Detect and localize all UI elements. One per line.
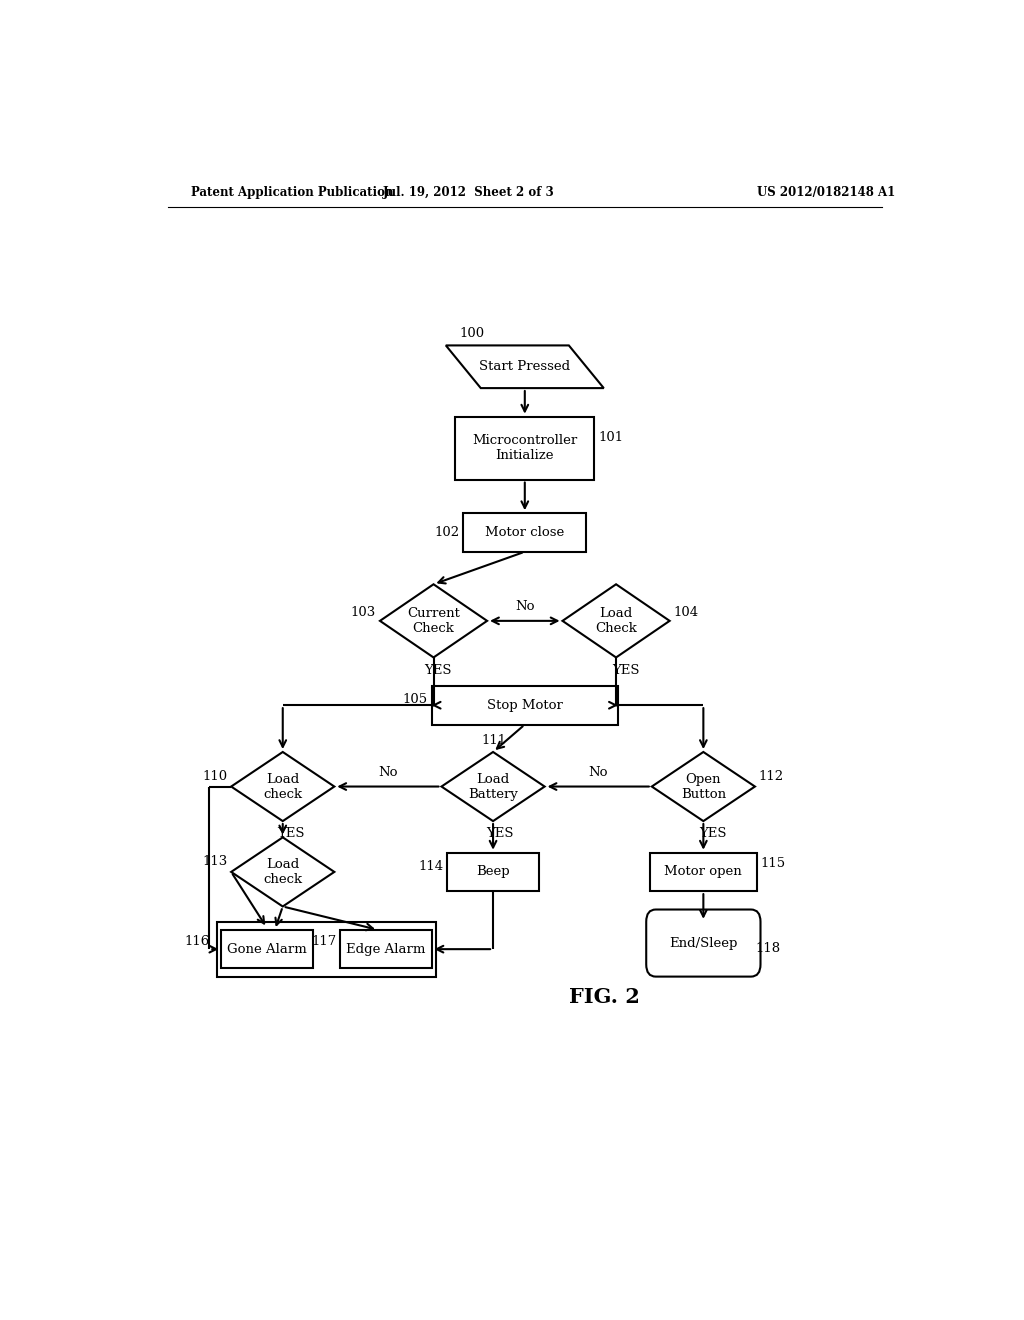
Text: Motor close: Motor close xyxy=(485,525,564,539)
Text: No: No xyxy=(515,601,535,612)
Text: 100: 100 xyxy=(460,327,484,341)
Text: Start Pressed: Start Pressed xyxy=(479,360,570,374)
Text: 105: 105 xyxy=(402,693,428,706)
Bar xyxy=(340,929,431,969)
Polygon shape xyxy=(380,585,487,657)
Polygon shape xyxy=(441,752,545,821)
Text: 111: 111 xyxy=(481,734,506,747)
Text: 102: 102 xyxy=(434,525,460,539)
Text: 118: 118 xyxy=(755,941,780,954)
Text: 113: 113 xyxy=(202,855,227,869)
Text: 110: 110 xyxy=(202,770,227,783)
Text: Current
Check: Current Check xyxy=(408,607,460,635)
Text: Gone Alarm: Gone Alarm xyxy=(227,942,307,956)
Bar xyxy=(456,417,594,479)
Polygon shape xyxy=(651,752,755,821)
Text: 103: 103 xyxy=(351,606,376,619)
Text: YES: YES xyxy=(276,826,304,840)
Polygon shape xyxy=(231,837,334,907)
Text: Stop Motor: Stop Motor xyxy=(486,698,563,711)
Text: Microcontroller
Initialize: Microcontroller Initialize xyxy=(472,434,578,462)
Bar xyxy=(217,921,435,977)
Text: Load
Check: Load Check xyxy=(595,607,637,635)
Text: No: No xyxy=(378,766,397,779)
Bar xyxy=(221,929,312,969)
Polygon shape xyxy=(445,346,604,388)
Text: FIG. 2: FIG. 2 xyxy=(568,987,640,1007)
Text: US 2012/0182148 A1: US 2012/0182148 A1 xyxy=(757,186,896,199)
FancyBboxPatch shape xyxy=(646,909,761,977)
Text: 104: 104 xyxy=(674,606,698,619)
Text: Load
check: Load check xyxy=(263,858,302,886)
Text: Load
Battery: Load Battery xyxy=(468,772,518,800)
Text: YES: YES xyxy=(611,664,639,677)
Text: Load
check: Load check xyxy=(263,772,302,800)
Text: YES: YES xyxy=(424,664,452,677)
Text: Motor open: Motor open xyxy=(665,866,742,878)
Text: Beep: Beep xyxy=(476,866,510,878)
Text: YES: YES xyxy=(699,826,727,840)
Text: No: No xyxy=(589,766,608,779)
Text: End/Sleep: End/Sleep xyxy=(669,937,737,949)
Text: Patent Application Publication: Patent Application Publication xyxy=(191,186,394,199)
Text: YES: YES xyxy=(485,826,513,840)
Polygon shape xyxy=(562,585,670,657)
Text: Edge Alarm: Edge Alarm xyxy=(346,942,426,956)
Text: 117: 117 xyxy=(311,935,336,948)
Polygon shape xyxy=(231,752,334,821)
Text: 116: 116 xyxy=(184,935,209,948)
Text: Open
Button: Open Button xyxy=(681,772,726,800)
Text: 112: 112 xyxy=(759,770,784,783)
Bar xyxy=(447,853,539,891)
Text: 114: 114 xyxy=(419,861,443,874)
Bar xyxy=(650,853,757,891)
Bar xyxy=(463,513,587,552)
Text: Jul. 19, 2012  Sheet 2 of 3: Jul. 19, 2012 Sheet 2 of 3 xyxy=(383,186,555,199)
Text: 101: 101 xyxy=(598,432,624,445)
Bar xyxy=(431,686,618,725)
Text: 115: 115 xyxy=(761,857,786,870)
